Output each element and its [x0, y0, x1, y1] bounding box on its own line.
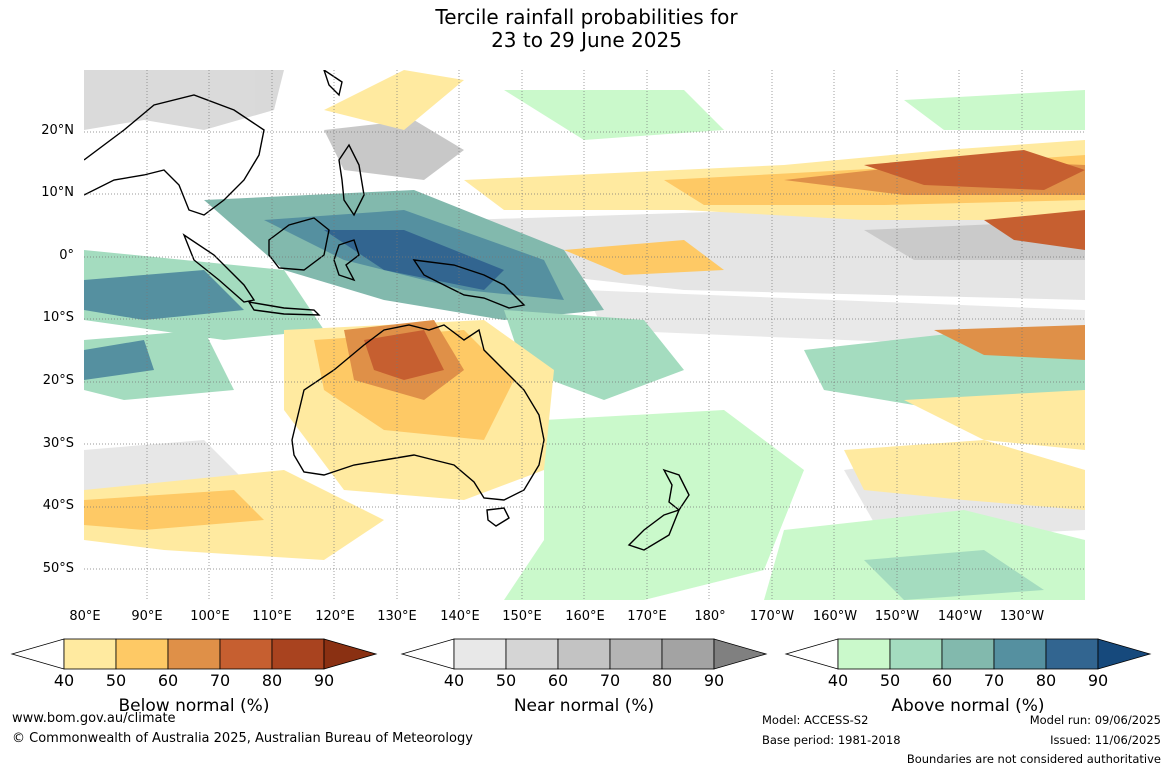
near-tick-90: 90 — [703, 671, 725, 690]
below-tick-90: 90 — [313, 671, 335, 690]
lat-label-equator: 0° — [59, 248, 74, 263]
above-swatch-70 — [993, 638, 1047, 670]
map-title-line2: 23 to 29 June 2025 — [491, 28, 682, 52]
above-swatch-60 — [941, 638, 995, 670]
below-tick-70: 70 — [209, 671, 231, 690]
lon-label-120e: 120°E — [315, 609, 355, 624]
map-title-line1: Tercile rainfall probabilities for — [435, 5, 738, 29]
mainland-asia-coastline — [84, 94, 265, 216]
philippines-coastline — [338, 143, 365, 217]
lon-label-160e: 160°E — [565, 609, 605, 624]
near-tick-50: 50 — [495, 671, 517, 690]
lon-label-130e: 130°E — [377, 609, 417, 624]
below-tick-60: 60 — [157, 671, 179, 690]
above-swatch-under — [784, 638, 839, 670]
tasmania-coastline — [486, 507, 510, 527]
lat-label-40s: 40°S — [42, 498, 74, 513]
lat-label-20s: 20°S — [42, 373, 74, 388]
japan-taiwan-coastline — [323, 70, 343, 97]
lon-label-170w: 170°W — [749, 609, 795, 624]
below-swatch-50 — [115, 638, 169, 670]
below-tick-50: 50 — [105, 671, 127, 690]
lon-label-110e: 110°E — [252, 609, 292, 624]
australia-coastline — [291, 324, 545, 501]
footer-url[interactable]: www.bom.gov.au/climate — [12, 711, 176, 726]
near-swatch-under — [400, 638, 455, 670]
above-tick-60: 60 — [931, 671, 953, 690]
near-swatch-80 — [661, 638, 715, 670]
lat-label-10s: 10°S — [42, 310, 74, 325]
below-swatch-under — [10, 638, 65, 670]
above-swatch-40 — [837, 638, 891, 670]
above-normal-title: Above normal (%) — [891, 696, 1045, 716]
lon-label-160w: 160°W — [812, 609, 858, 624]
lon-label-170e: 170°E — [627, 609, 667, 624]
below-swatch-60 — [167, 638, 221, 670]
footer-disclaimer: Boundaries are not considered authoritat… — [906, 752, 1161, 766]
lat-label-50s: 50°S — [42, 561, 74, 576]
above-normal-colorbar — [784, 638, 1152, 670]
lat-label-30s: 30°S — [42, 436, 74, 451]
near-normal-colorbar — [400, 638, 768, 670]
near-tick-80: 80 — [651, 671, 673, 690]
above-tick-80: 80 — [1035, 671, 1057, 690]
above-tick-90: 90 — [1087, 671, 1109, 690]
lon-label-140w: 140°W — [937, 609, 983, 624]
new-guinea-coastline — [412, 259, 526, 309]
above-swatch-80 — [1045, 638, 1099, 670]
above-tick-50: 50 — [879, 671, 901, 690]
footer-model-run: Model run: 09/06/2025 — [1029, 713, 1161, 727]
above-tick-40: 40 — [827, 671, 849, 690]
above-normal-areas — [84, 90, 1085, 600]
graticule — [84, 70, 1085, 600]
near-swatch-60 — [557, 638, 611, 670]
footer-issued: Issued: 11/06/2025 — [1050, 733, 1161, 747]
near-swatch-90 — [713, 638, 768, 670]
below-normal-areas — [84, 70, 1085, 560]
near-tick-70: 70 — [599, 671, 621, 690]
lon-label-140e: 140°E — [440, 609, 480, 624]
lon-label-130w: 130°W — [999, 609, 1045, 624]
lon-label-90e: 90°E — [131, 609, 163, 624]
near-swatch-40 — [453, 638, 507, 670]
sulawesi-coastline — [333, 239, 360, 282]
near-swatch-50 — [505, 638, 559, 670]
near-tick-40: 40 — [443, 671, 465, 690]
footer-copyright: © Commonwealth of Australia 2025, Austra… — [12, 731, 473, 746]
below-tick-40: 40 — [53, 671, 75, 690]
above-swatch-90 — [1097, 638, 1152, 670]
lon-label-100e: 100°E — [190, 609, 230, 624]
lat-label-10n: 10°N — [41, 185, 74, 200]
near-swatch-70 — [609, 638, 663, 670]
below-swatch-40 — [63, 638, 117, 670]
below-normal-colorbar — [10, 638, 378, 670]
lon-label-150w: 150°W — [874, 609, 920, 624]
lat-label-20n: 20°N — [41, 123, 74, 138]
rainfall-probability-map — [84, 70, 1085, 600]
near-normal-title: Near normal (%) — [513, 696, 655, 716]
above-tick-70: 70 — [983, 671, 1005, 690]
above-swatch-50 — [889, 638, 943, 670]
below-tick-80: 80 — [261, 671, 283, 690]
near-tick-60: 60 — [547, 671, 569, 690]
new-zealand-south-coastline — [627, 508, 681, 551]
sumatra-coastline — [182, 233, 256, 303]
lon-label-80e: 80°E — [69, 609, 101, 624]
below-swatch-80 — [271, 638, 325, 670]
below-swatch-90 — [323, 638, 378, 670]
lon-label-150e: 150°E — [502, 609, 542, 624]
below-normal-title: Below normal (%) — [118, 696, 270, 716]
footer-base-period: Base period: 1981-2018 — [762, 733, 901, 747]
java-coastline — [247, 301, 321, 316]
below-swatch-70 — [219, 638, 273, 670]
footer-model: Model: ACCESS-S2 — [762, 713, 869, 727]
lon-label-180: 180° — [694, 609, 726, 624]
